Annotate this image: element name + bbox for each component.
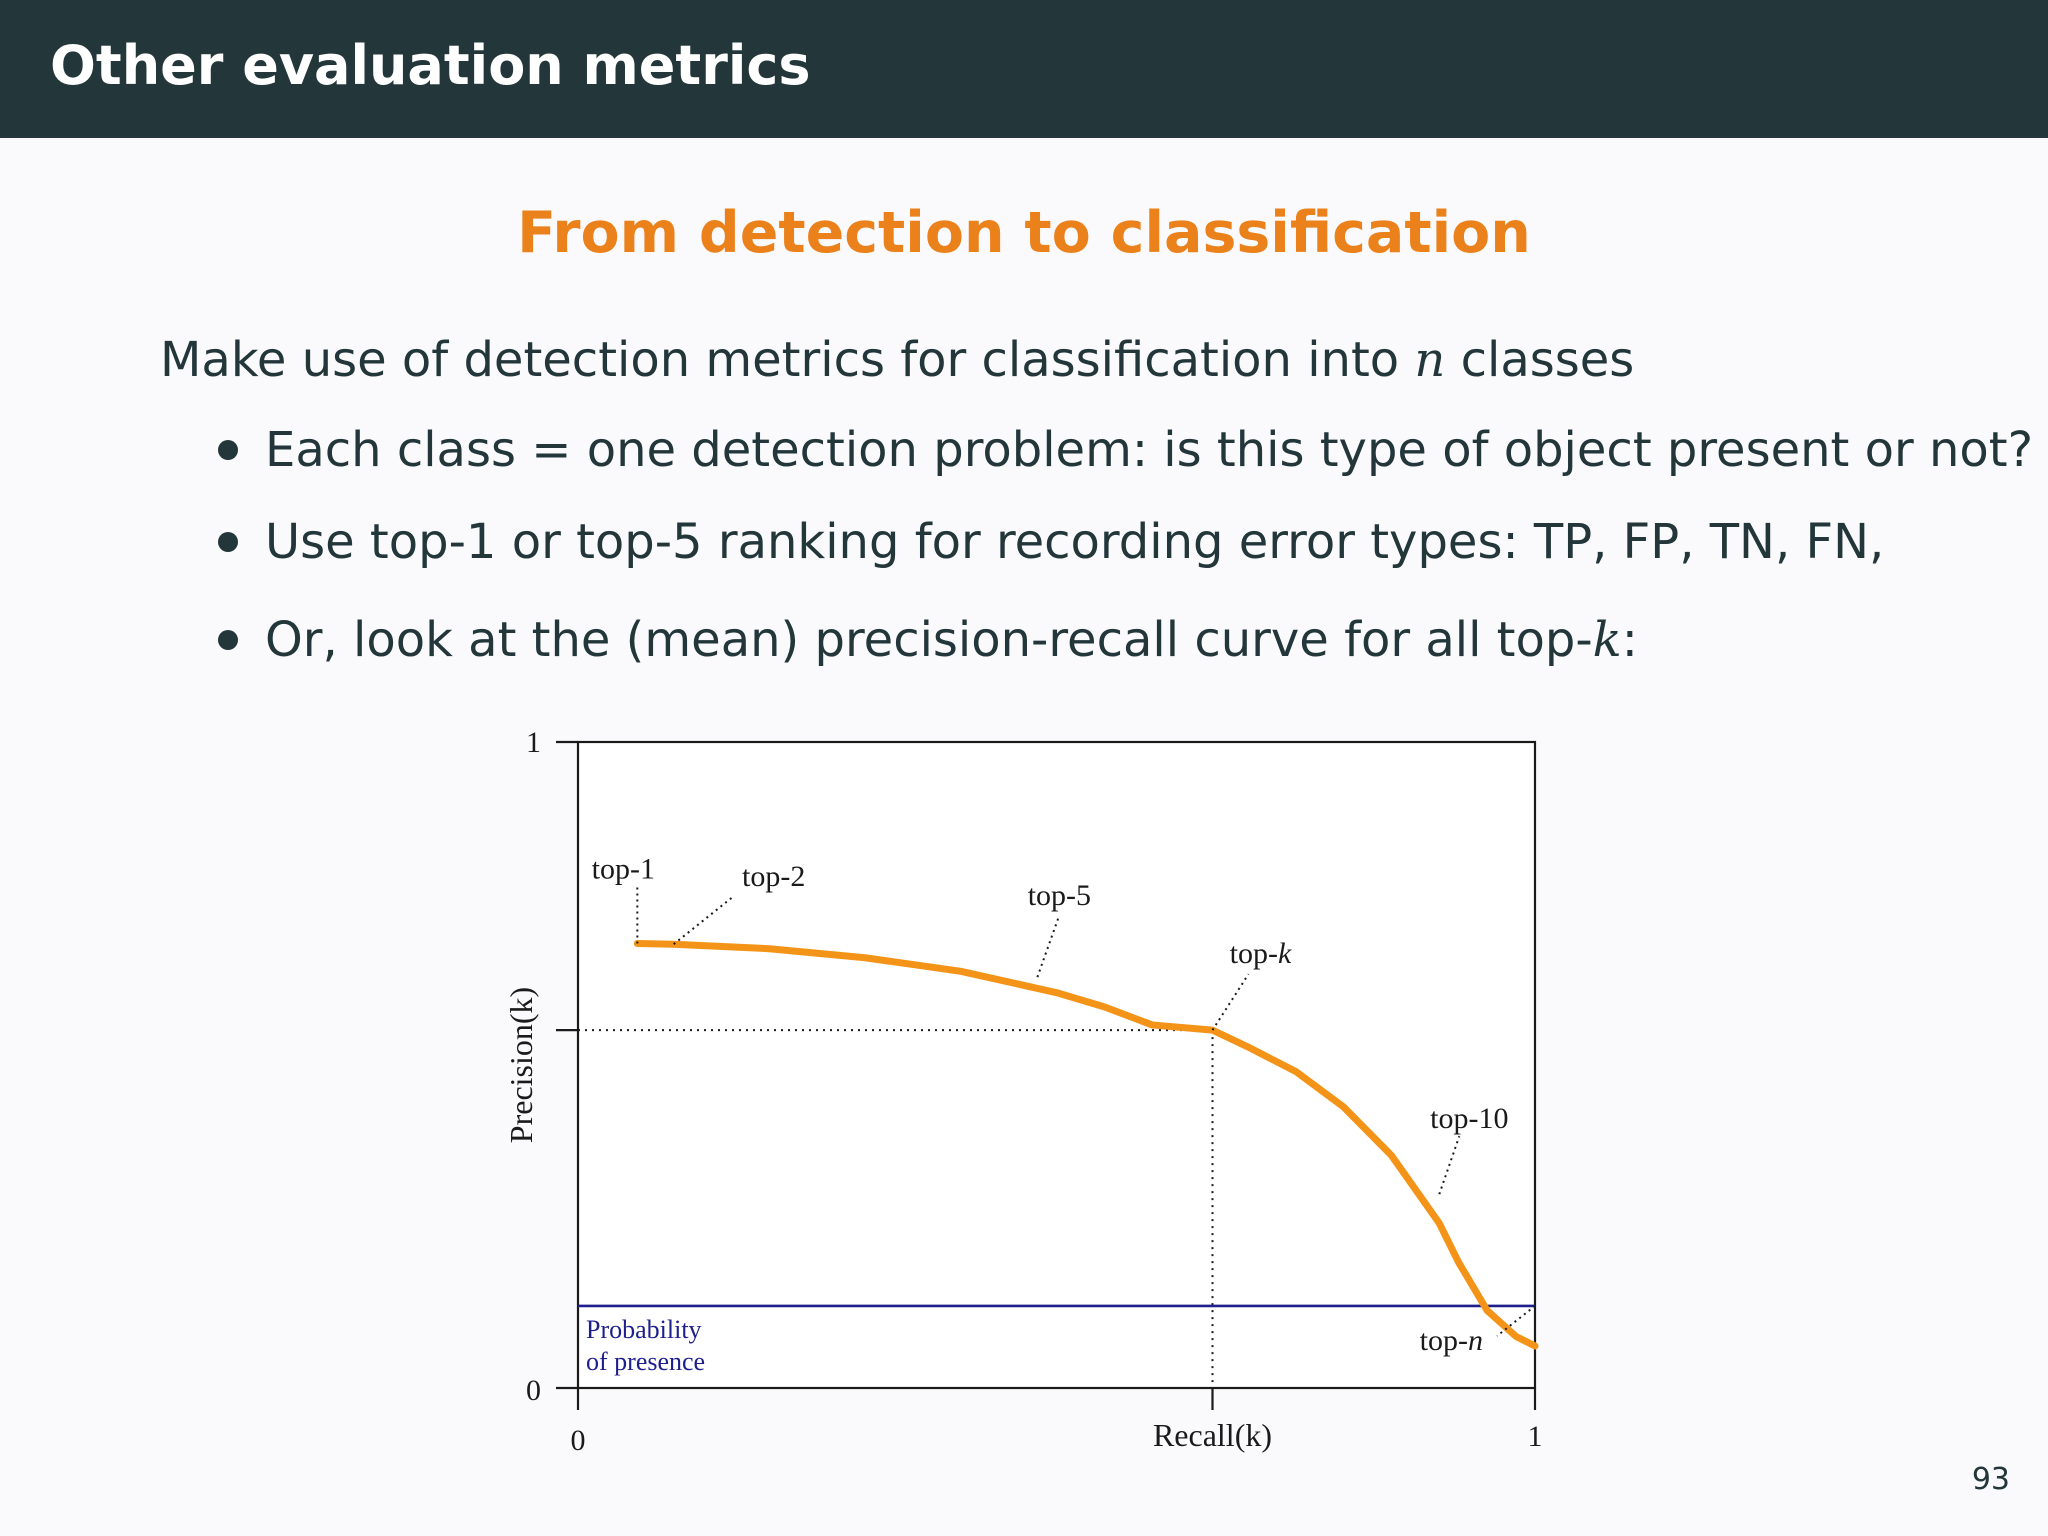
bullet-item-3-colon: :: [1621, 612, 1638, 668]
x-axis-label: Recall(k): [1153, 1417, 1272, 1453]
annotation-top-2-label: top-2: [742, 860, 805, 893]
block-title: From detection to classification: [517, 200, 1531, 266]
baseline-label-line1: Probability: [586, 1315, 702, 1344]
y-tick-label-0: 0: [526, 1374, 541, 1407]
intro-text: Make use of detection metrics for classi…: [160, 332, 1634, 388]
baseline-label-line2: of presence: [586, 1347, 705, 1376]
x-tick-label-1: 1: [1528, 1420, 1543, 1453]
frame-header: Other evaluation metrics: [0, 0, 2048, 138]
bullet-marker: [218, 630, 238, 650]
intro-text-after: classes: [1445, 332, 1635, 388]
page-number: 93: [1971, 1462, 2010, 1497]
annotation-top-5-leader: [1036, 914, 1061, 978]
plot-frame: [576, 740, 1537, 1390]
intro-text-before: Make use of detection metrics for classi…: [160, 332, 1415, 388]
annotation-top-k-leader: [1211, 973, 1250, 1031]
annotation-top-5-label: top-5: [1028, 879, 1091, 912]
annotation-top-n-leader: [1496, 1305, 1536, 1337]
chart-layer: 1 00 1 Recall(k) Precision(k) Probability of p…: [503, 726, 1543, 1457]
bullet-item-3-text: Or, look at the (mean) precision-recall …: [265, 612, 1593, 668]
x-tick-label-0: 0: [571, 1424, 586, 1457]
annotation-top-10-leader: [1438, 1135, 1461, 1195]
annotation-top-2-leader: [673, 895, 735, 945]
bullet-item-3-math-k: k: [1592, 612, 1622, 668]
y-axis-label: Precision(k): [503, 987, 539, 1143]
intro-math-n: n: [1414, 332, 1446, 388]
bullet-item-3: Or, look at the (mean) precision-recall …: [265, 612, 1638, 668]
frame-title: Other evaluation metrics: [50, 34, 811, 97]
bullet-item-1: Each class = one detection problem: is t…: [265, 422, 2034, 478]
annotation-top-10-label: top-10: [1430, 1102, 1508, 1135]
bullet-marker: [218, 440, 238, 460]
annotation-top-1-label: top-1: [592, 853, 655, 886]
bullet-marker: [218, 532, 238, 552]
annotation-top-k-label: top-k: [1230, 937, 1292, 970]
pr-curve: [633, 940, 1539, 1350]
y-tick-label-1: 1: [526, 726, 541, 759]
bullet-item-2: Use top-1 or top-5 ranking for recording…: [265, 514, 1885, 570]
annotation-top-n-label: top-n: [1420, 1324, 1483, 1357]
